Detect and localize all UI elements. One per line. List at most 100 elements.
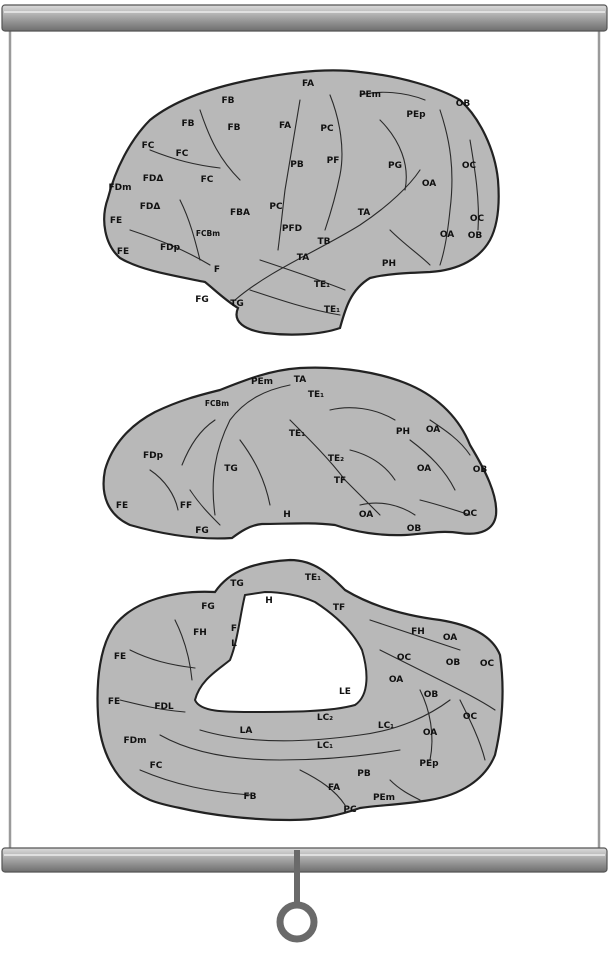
lateral-area-label: FA bbox=[302, 79, 314, 89]
ventral-area-label: TF bbox=[334, 476, 346, 486]
lateral-area-label: FDΔ bbox=[140, 202, 161, 212]
medial-area-label: FDL bbox=[154, 702, 174, 712]
medial-area-label: FDm bbox=[124, 736, 147, 746]
medial-area-label: L bbox=[231, 639, 237, 649]
lateral-area-label: FC bbox=[176, 149, 189, 159]
ventral-area-label: TE₁ bbox=[289, 429, 305, 439]
lateral-area-label: F bbox=[214, 265, 220, 275]
lateral-area-label: FE bbox=[117, 247, 129, 257]
lateral-area-label: FG bbox=[195, 295, 209, 305]
medial-area-label: OC bbox=[480, 659, 495, 669]
medial-area-label: OA bbox=[423, 728, 437, 738]
lateral-area-label: TE₁ bbox=[324, 305, 340, 315]
ventral-area-label: OC bbox=[463, 509, 478, 519]
ventral-brain-outline bbox=[102, 366, 498, 540]
lateral-area-label: FDm bbox=[109, 183, 132, 193]
medial-area-label: FH bbox=[411, 627, 425, 637]
lateral-area-label: PF bbox=[327, 156, 340, 166]
medial-area-label: OA bbox=[443, 633, 457, 643]
medial-area-label: F bbox=[231, 624, 237, 634]
lateral-area-label: PC bbox=[320, 124, 334, 134]
lateral-area-label: FDp bbox=[160, 243, 181, 253]
ventral-area-label: PH bbox=[396, 427, 410, 437]
lateral-area-label: TE₁ bbox=[314, 280, 330, 290]
medial-area-label: OB bbox=[424, 690, 439, 700]
lateral-view: FA FB PEm OB FB FB FA PC PEp FC FC PB PF PG OC FDΔ OA FDm… bbox=[103, 69, 500, 336]
medial-labels: TG TE₁ H FG TF FH FL FE LE OC OB OC OA OB FE FDL LA LC₂ LC… bbox=[108, 573, 495, 815]
ventral-sulci bbox=[149, 384, 471, 526]
medial-area-label: H bbox=[265, 596, 273, 606]
lateral-area-label: OA bbox=[422, 179, 436, 189]
lateral-area-label: FBA bbox=[230, 208, 250, 218]
lateral-area-label: TG bbox=[230, 299, 244, 309]
lateral-area-label: FE bbox=[110, 216, 122, 226]
medial-area-label: TF bbox=[333, 603, 345, 613]
lateral-area-label: PH bbox=[382, 259, 396, 269]
medial-area-label: OC bbox=[397, 653, 412, 663]
lateral-area-label: PG bbox=[388, 161, 402, 171]
medial-area-label: LC₂ bbox=[317, 713, 333, 723]
medial-area-label: PEm bbox=[373, 793, 395, 803]
lateral-area-label: TB bbox=[318, 237, 331, 247]
medial-area-label: FB bbox=[243, 792, 256, 802]
medial-area-label: OC bbox=[463, 712, 478, 722]
lateral-area-label: PC bbox=[269, 202, 283, 212]
medial-sulci bbox=[119, 619, 496, 806]
ventral-area-label: PEm bbox=[251, 377, 273, 387]
ventral-area-label: TE₁ bbox=[308, 390, 324, 400]
ventral-area-label: FG bbox=[195, 526, 209, 536]
medial-area-label: OA bbox=[389, 675, 403, 685]
medial-area-label: TE₁ bbox=[305, 573, 321, 583]
medial-central-cutout bbox=[193, 590, 368, 713]
medial-area-label: LC₁ bbox=[378, 721, 394, 731]
lateral-area-label: PB bbox=[290, 160, 304, 170]
ventral-area-label: OB bbox=[407, 524, 422, 534]
medial-area-label: PB bbox=[357, 769, 371, 779]
lateral-area-label: TA bbox=[358, 208, 370, 218]
lateral-area-label: PFD bbox=[282, 224, 302, 234]
lateral-area-label: FB bbox=[181, 119, 194, 129]
ventral-area-label: TG bbox=[224, 464, 238, 474]
lateral-area-label: FC bbox=[142, 141, 155, 151]
bottom-roller-bar bbox=[1, 847, 608, 873]
ventral-view: PEm TA FCBm TE₁ TE₁ PH OA FDp TE₂ TG OA OB TF FE FF H OA… bbox=[102, 366, 498, 540]
ventral-area-label: TA bbox=[294, 375, 306, 385]
medial-area-label: FE bbox=[114, 652, 126, 662]
medial-area-label: OB bbox=[446, 658, 461, 668]
lateral-brain-outline bbox=[103, 69, 500, 336]
lateral-sulci bbox=[129, 91, 479, 316]
lateral-area-label: FB bbox=[227, 123, 240, 133]
lateral-area-label: FA bbox=[279, 121, 291, 131]
ventral-area-label: OA bbox=[359, 510, 373, 520]
lateral-area-label: PEm bbox=[359, 90, 381, 100]
medial-area-label: LE bbox=[339, 687, 351, 697]
ventral-area-label: FF bbox=[180, 501, 192, 511]
pull-ring[interactable] bbox=[276, 901, 318, 943]
ventral-area-label: OB bbox=[473, 465, 488, 475]
ventral-area-label: H bbox=[283, 510, 291, 520]
lateral-area-label: OC bbox=[470, 214, 485, 224]
ventral-area-label: OA bbox=[417, 464, 431, 474]
medial-area-label: FG bbox=[201, 602, 215, 612]
medial-area-label: LC₁ bbox=[317, 741, 333, 751]
ventral-area-label: TE₂ bbox=[328, 454, 344, 464]
lateral-area-label: PEp bbox=[406, 110, 426, 120]
ventral-area-label: OA bbox=[426, 425, 440, 435]
medial-area-label: FH bbox=[193, 628, 207, 638]
lateral-area-label: OC bbox=[462, 161, 477, 171]
lateral-area-label: FCBm bbox=[196, 229, 220, 238]
medial-view: TG TE₁ H FG TF FH FL FE LE OC OB OC OA OB FE FDL LA LC₂ LC… bbox=[96, 558, 504, 822]
medial-area-label: LA bbox=[240, 726, 253, 736]
lateral-area-label: OB bbox=[468, 231, 483, 241]
lateral-labels: FA FB PEm OB FB FB FA PC PEp FC FC PB PF PG OC FDΔ OA FDm… bbox=[109, 79, 485, 315]
lateral-area-label: OB bbox=[456, 99, 471, 109]
ventral-area-label: FDp bbox=[143, 451, 164, 461]
medial-area-label: FA bbox=[328, 783, 340, 793]
medial-area-label: PC bbox=[343, 805, 357, 815]
medial-area-label: PEp bbox=[419, 759, 439, 769]
lateral-area-label: FC bbox=[201, 175, 214, 185]
lateral-area-label: FDΔ bbox=[143, 174, 164, 184]
medial-area-label: TG bbox=[230, 579, 244, 589]
